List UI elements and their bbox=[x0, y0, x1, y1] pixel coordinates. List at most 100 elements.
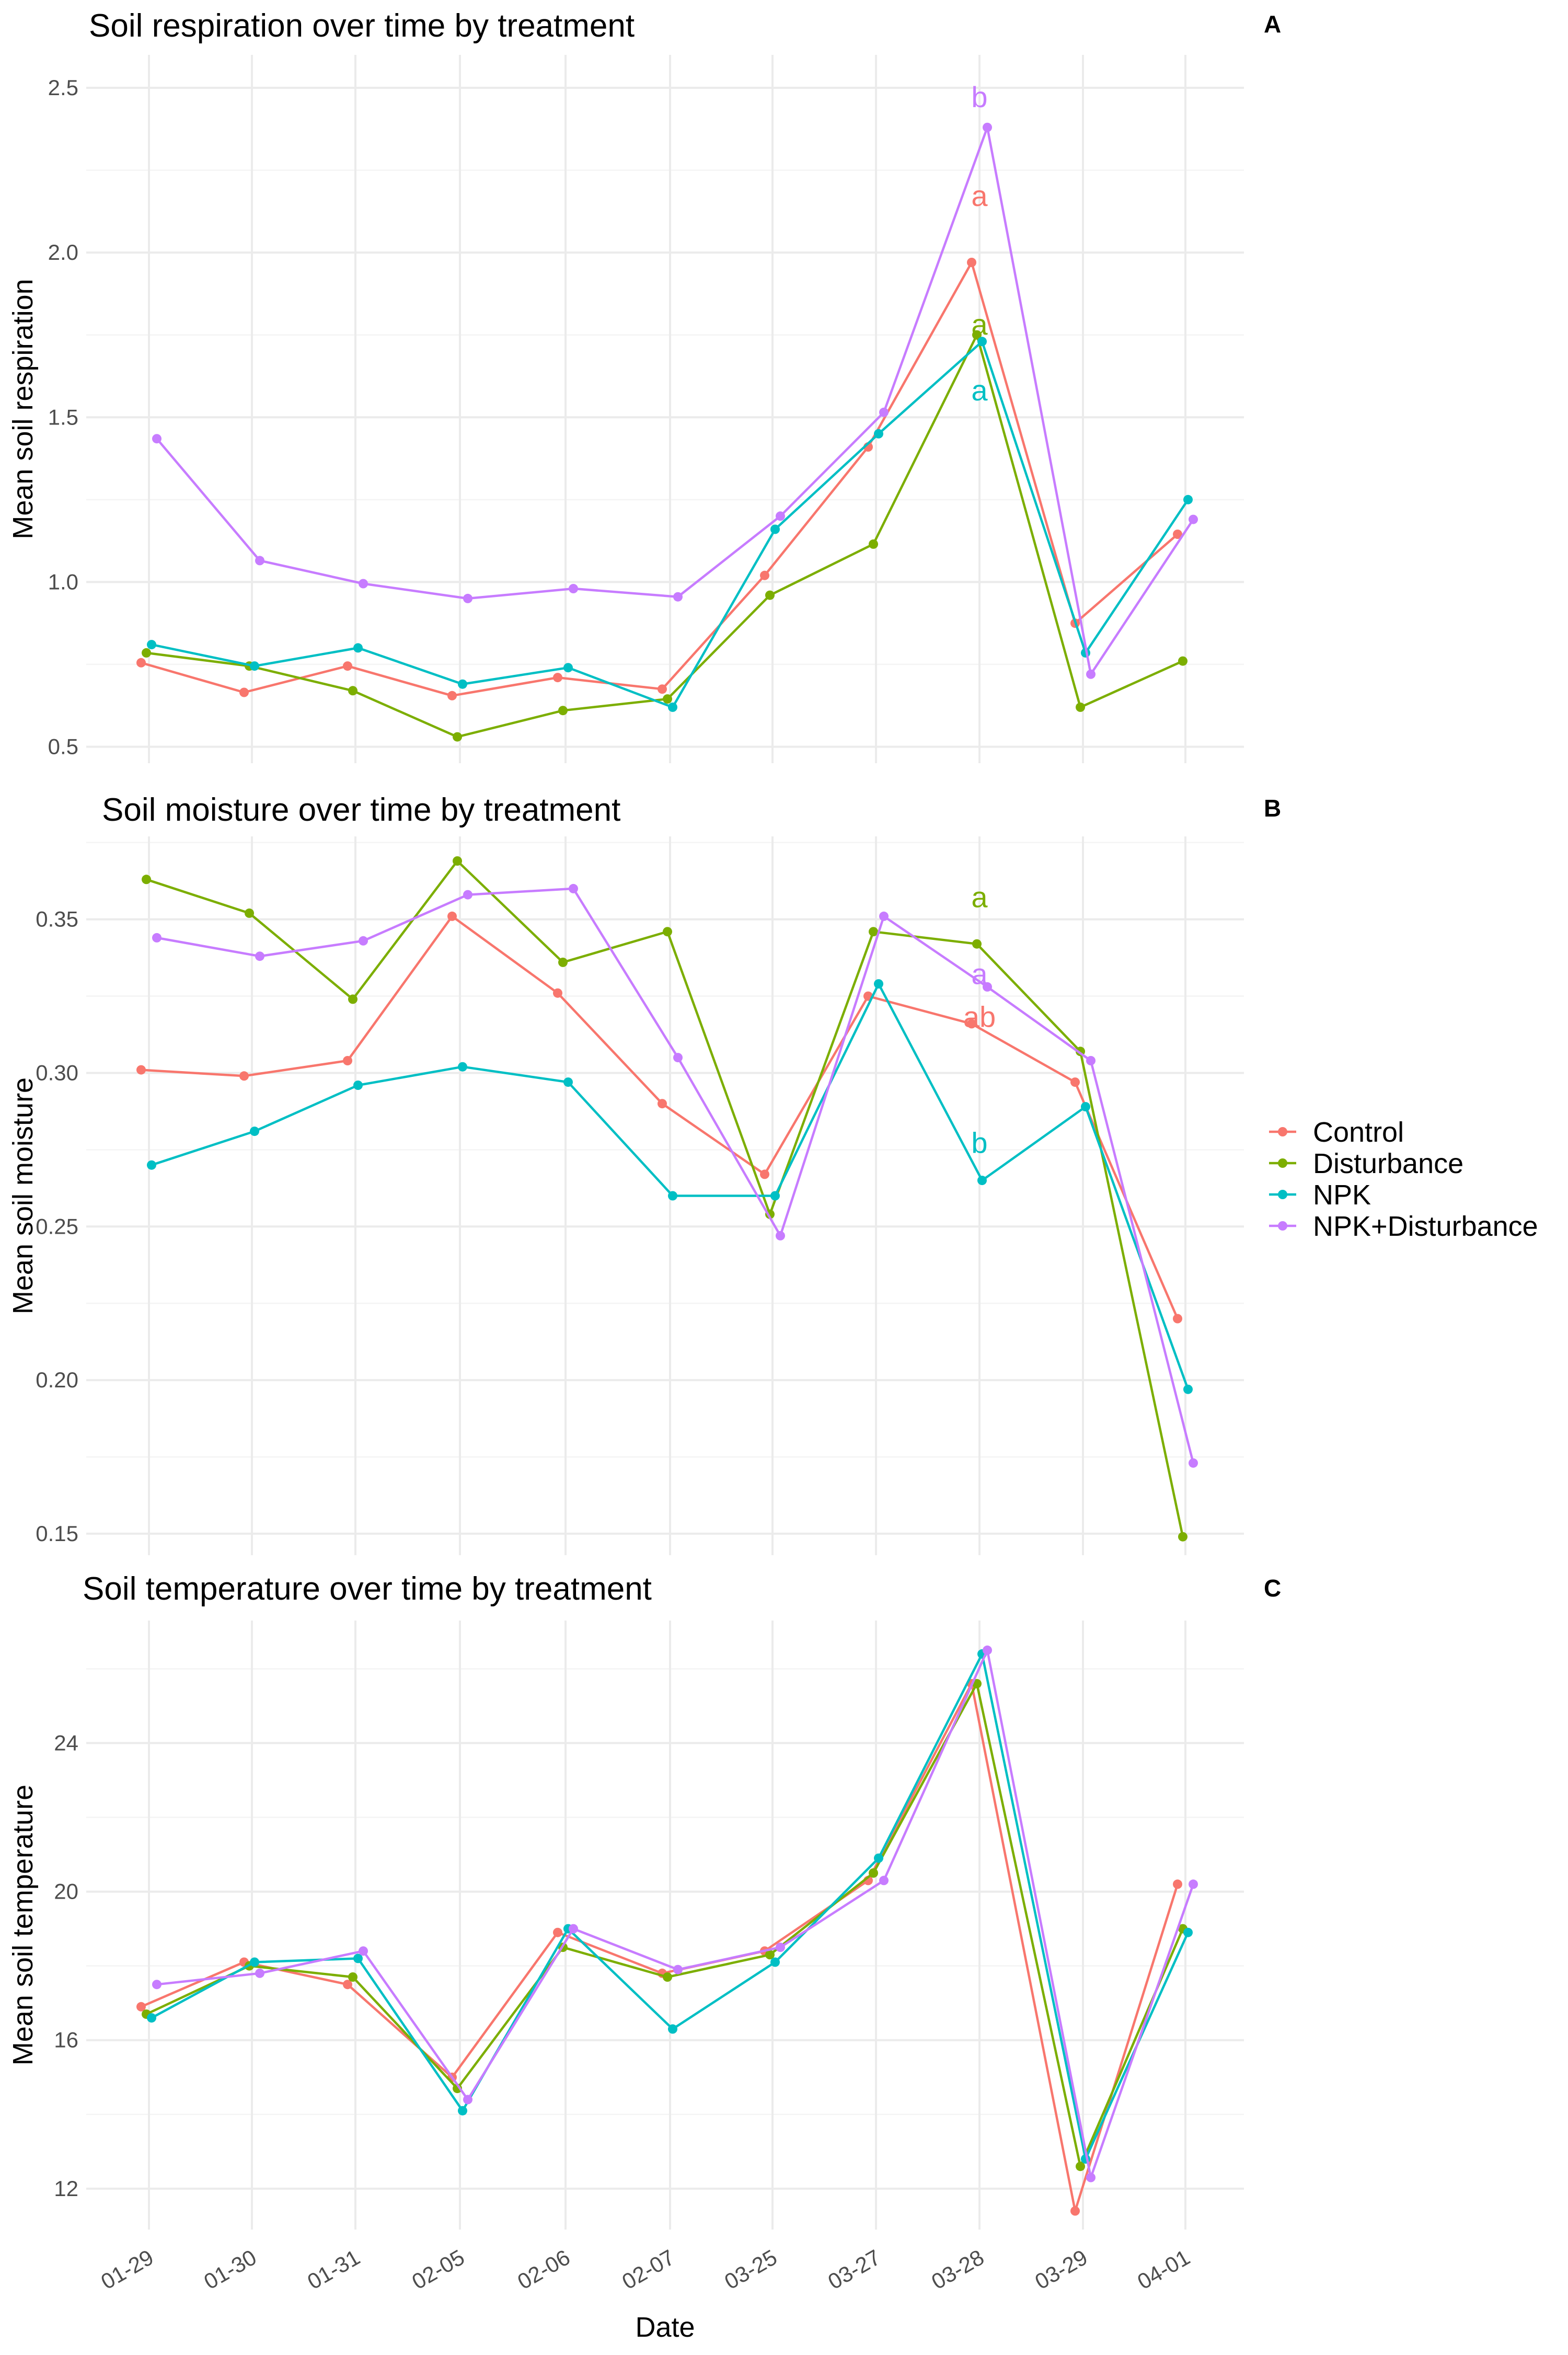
panel-tag: C bbox=[1264, 1575, 1281, 1602]
data-point-npk bbox=[563, 663, 573, 673]
data-point-npk bbox=[147, 1160, 156, 1170]
y-axis-label: Mean soil respiration bbox=[7, 279, 39, 539]
series-line-npk-disturbance bbox=[156, 887, 1195, 1464]
y-axis-label: Mean soil temperature bbox=[7, 1785, 39, 2065]
data-point-control bbox=[658, 684, 667, 694]
data-point-npk-disturbance bbox=[1189, 514, 1198, 524]
data-point-control bbox=[136, 1065, 146, 1075]
data-point-disturbance bbox=[348, 1972, 358, 1982]
legend-label-npk: NPK bbox=[1313, 1179, 1371, 1211]
data-point-npk bbox=[1183, 495, 1193, 504]
data-point-npk-disturbance bbox=[152, 434, 162, 444]
data-point-npk bbox=[147, 2013, 156, 2023]
data-point-control bbox=[553, 988, 562, 998]
data-point-disturbance bbox=[869, 1868, 878, 1878]
data-point-control bbox=[239, 1071, 249, 1081]
data-point-disturbance bbox=[663, 694, 672, 704]
legend-key-point-npk bbox=[1278, 1190, 1287, 1199]
x-tick-label: 02-05 bbox=[408, 2245, 469, 2294]
significance-letter: a bbox=[971, 179, 988, 212]
data-point-npk bbox=[770, 1191, 780, 1201]
data-point-npk-disturbance bbox=[255, 951, 264, 961]
data-point-npk bbox=[250, 1127, 259, 1136]
x-tick-label: 03-28 bbox=[927, 2245, 988, 2294]
data-point-disturbance bbox=[663, 1972, 672, 1982]
data-point-npk-disturbance bbox=[463, 890, 472, 900]
y-tick-label: 0.15 bbox=[36, 1521, 78, 1546]
significance-letter: a bbox=[971, 881, 988, 914]
data-point-npk bbox=[353, 1081, 363, 1090]
data-point-control bbox=[343, 1056, 352, 1065]
data-point-npk bbox=[458, 2106, 467, 2116]
data-point-control bbox=[447, 691, 457, 700]
data-point-npk-disturbance bbox=[673, 592, 683, 602]
data-point-npk-disturbance bbox=[879, 407, 889, 417]
data-point-npk-disturbance bbox=[569, 1924, 578, 1934]
data-point-disturbance bbox=[1076, 2162, 1085, 2172]
data-point-disturbance bbox=[558, 706, 568, 716]
legend-key-point-control bbox=[1278, 1127, 1287, 1136]
data-point-npk bbox=[977, 337, 987, 347]
legend-key-point-disturbance bbox=[1278, 1158, 1287, 1168]
series-line-control bbox=[141, 915, 1179, 1319]
data-point-npk-disturbance bbox=[569, 584, 578, 593]
data-point-npk-disturbance bbox=[776, 1231, 785, 1240]
series-line-disturbance bbox=[146, 859, 1184, 1537]
series-line-disturbance bbox=[146, 1682, 1184, 2168]
series-line-control bbox=[141, 1682, 1179, 2212]
data-point-npk bbox=[874, 979, 883, 989]
data-point-npk bbox=[770, 524, 780, 534]
data-point-npk-disturbance bbox=[776, 511, 785, 521]
data-point-npk-disturbance bbox=[879, 1876, 889, 1886]
data-point-control bbox=[447, 911, 457, 921]
series-line-control bbox=[141, 261, 1179, 697]
significance-letter: b bbox=[971, 1127, 987, 1159]
data-point-control bbox=[136, 658, 146, 668]
data-point-disturbance bbox=[765, 1950, 775, 1960]
data-point-npk-disturbance bbox=[673, 1053, 683, 1063]
data-point-npk-disturbance bbox=[983, 122, 992, 132]
x-axis-label: Date bbox=[635, 2312, 695, 2343]
y-tick-label: 0.20 bbox=[36, 1368, 78, 1392]
y-tick-label: 1.0 bbox=[48, 569, 78, 594]
data-point-npk-disturbance bbox=[1086, 2173, 1096, 2182]
data-point-control bbox=[1070, 2206, 1080, 2216]
data-point-disturbance bbox=[453, 732, 462, 742]
data-point-npk bbox=[668, 702, 677, 712]
y-tick-label: 1.5 bbox=[48, 405, 78, 429]
x-tick-label: 02-06 bbox=[513, 2245, 574, 2294]
data-point-disturbance bbox=[453, 856, 462, 866]
data-point-control bbox=[658, 1099, 667, 1109]
data-point-control bbox=[1173, 1879, 1182, 1889]
data-point-npk bbox=[147, 640, 156, 650]
y-tick-label: 12 bbox=[54, 2176, 78, 2201]
data-point-disturbance bbox=[348, 686, 358, 696]
x-tick-label: 03-27 bbox=[824, 2245, 885, 2294]
y-tick-label: 0.30 bbox=[36, 1060, 78, 1085]
data-point-npk-disturbance bbox=[1086, 669, 1096, 679]
data-point-control bbox=[343, 1980, 352, 1990]
x-tick-label: 01-31 bbox=[303, 2245, 364, 2294]
data-point-npk bbox=[874, 429, 883, 439]
data-point-disturbance bbox=[1076, 702, 1085, 712]
data-point-disturbance bbox=[142, 648, 151, 658]
data-point-disturbance bbox=[765, 590, 775, 600]
data-point-control bbox=[343, 661, 352, 671]
panel-title: Soil respiration over time by treatment bbox=[89, 8, 635, 44]
data-point-control bbox=[553, 1927, 562, 1937]
x-tick-label: 02-07 bbox=[618, 2245, 679, 2294]
data-point-npk-disturbance bbox=[569, 883, 578, 893]
data-point-npk-disturbance bbox=[1086, 1056, 1096, 1065]
data-point-npk-disturbance bbox=[152, 1980, 162, 1990]
data-point-npk bbox=[353, 643, 363, 653]
data-point-npk-disturbance bbox=[983, 982, 992, 992]
data-point-npk-disturbance bbox=[463, 593, 472, 603]
y-tick-label: 16 bbox=[54, 2028, 78, 2052]
data-point-disturbance bbox=[1178, 656, 1187, 666]
data-point-disturbance bbox=[869, 927, 878, 937]
data-point-npk bbox=[1183, 1384, 1193, 1394]
data-point-npk bbox=[250, 1957, 259, 1967]
significance-letter: a bbox=[971, 308, 988, 341]
